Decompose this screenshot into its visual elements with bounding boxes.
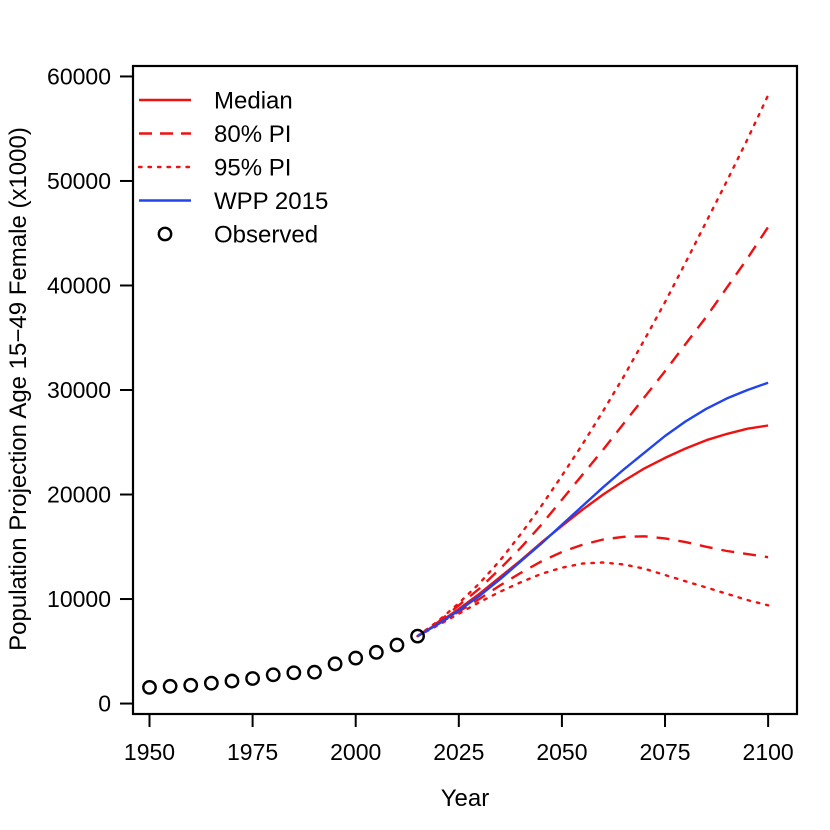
observed-point bbox=[142, 679, 157, 695]
y-tick-label: 10000 bbox=[47, 586, 111, 612]
series-layer bbox=[416, 94, 770, 638]
observed-point bbox=[224, 673, 240, 689]
legend-label: WPP 2015 bbox=[214, 188, 328, 215]
observed-point bbox=[410, 628, 425, 644]
observed-point bbox=[327, 656, 343, 672]
observed-point bbox=[389, 637, 405, 653]
y-tick-label: 0 bbox=[98, 691, 111, 717]
y-tick-label: 20000 bbox=[47, 482, 111, 508]
legend-item: WPP 2015 bbox=[139, 188, 328, 215]
x-axis-title: Year bbox=[441, 785, 490, 812]
observed-point bbox=[368, 644, 384, 660]
x-tick-label: 2075 bbox=[639, 739, 690, 765]
legend-label: 95% PI bbox=[214, 155, 291, 182]
x-tick-label: 2000 bbox=[330, 739, 381, 765]
legend-item: 95% PI bbox=[137, 155, 291, 182]
x-axis: 1950 1975 2000 2025 2050 2075 2100 bbox=[124, 713, 794, 765]
x-tick-label: 1975 bbox=[227, 739, 278, 765]
observed-point bbox=[183, 677, 199, 693]
legend-item: Median bbox=[139, 88, 293, 115]
series-line-95-pi-upper bbox=[416, 94, 770, 638]
observed-point bbox=[162, 678, 178, 694]
legend-swatch bbox=[157, 226, 173, 242]
observed-point bbox=[348, 650, 364, 666]
legend: Median 80% PI 95% PI WPP 2015 Observed bbox=[137, 88, 328, 249]
series-line-95-pi-lower bbox=[416, 561, 770, 638]
legend-label: 80% PI bbox=[214, 121, 291, 148]
y-tick-label: 50000 bbox=[47, 168, 111, 194]
legend-item: Observed bbox=[157, 222, 318, 249]
x-tick-label: 2050 bbox=[536, 739, 587, 765]
observed-point bbox=[265, 667, 281, 683]
observed-points bbox=[142, 628, 425, 695]
x-tick-label: 1950 bbox=[124, 739, 175, 765]
series-line-median bbox=[416, 424, 769, 638]
y-tick-label: 30000 bbox=[47, 377, 111, 403]
legend-label: Median bbox=[214, 88, 293, 115]
y-axis-title: Population Projection Age 15−49 Female (… bbox=[5, 127, 32, 651]
legend-label: Observed bbox=[214, 222, 318, 249]
x-tick-label: 2025 bbox=[433, 739, 484, 765]
observed-point bbox=[286, 665, 302, 681]
observed-point bbox=[307, 664, 322, 680]
y-tick-label: 40000 bbox=[47, 272, 111, 298]
observed-point bbox=[203, 675, 219, 691]
observed-point bbox=[245, 671, 261, 686]
series-line-80-pi-upper bbox=[416, 226, 770, 638]
legend-item: 80% PI bbox=[139, 121, 291, 148]
y-tick-label: 60000 bbox=[47, 63, 111, 89]
series-line-wpp-2015 bbox=[416, 381, 769, 638]
plot-frame bbox=[131, 64, 799, 716]
x-tick-label: 2100 bbox=[743, 739, 794, 765]
series-line-80-pi-lower bbox=[416, 535, 769, 638]
